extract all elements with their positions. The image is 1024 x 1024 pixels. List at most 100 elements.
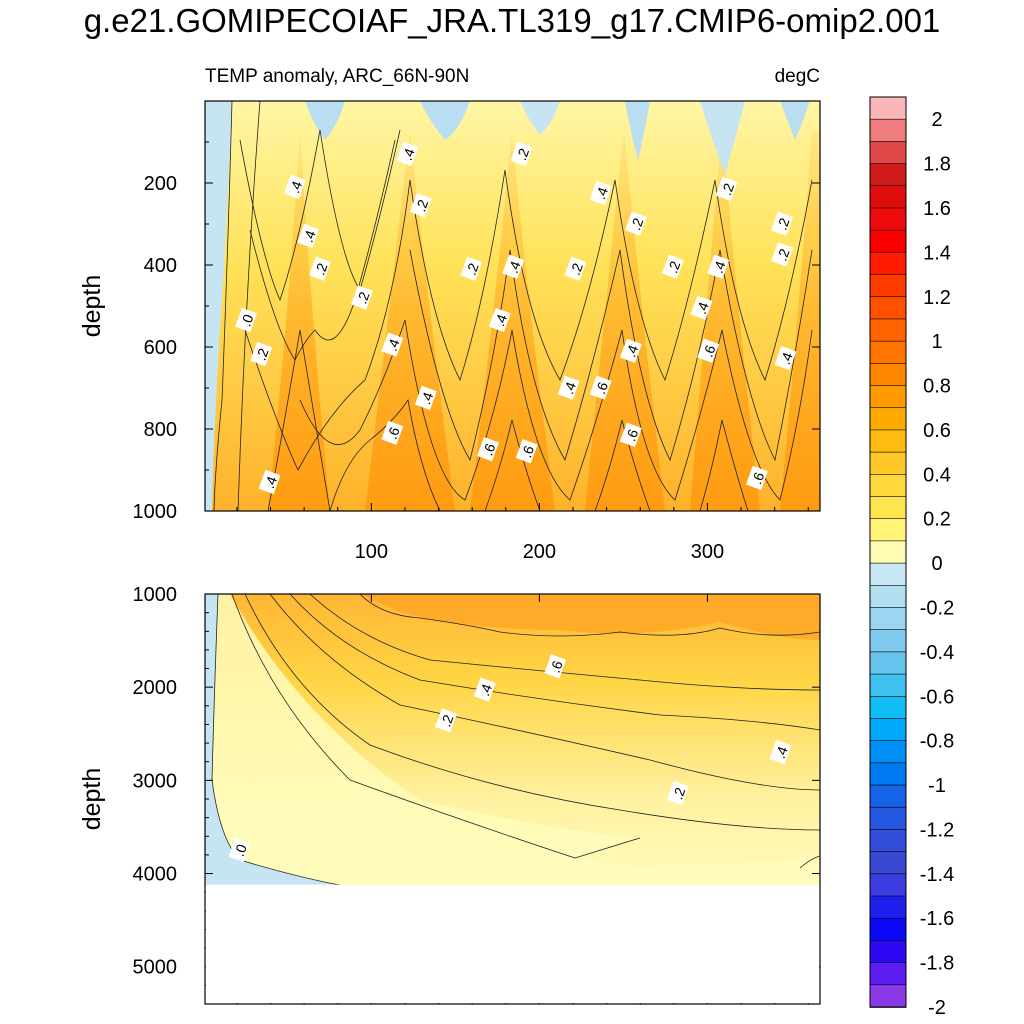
upper-y-tick-label: 1000 <box>133 501 178 523</box>
colorbar-swatch <box>869 584 907 609</box>
colorbar-label: 0.8 <box>923 376 951 398</box>
upper-contour-label-text: .0 <box>237 312 256 329</box>
upper-contour-label-bg <box>589 375 612 400</box>
upper-y-tick-label: 200 <box>144 173 177 195</box>
upper-contour-label: .6 <box>697 338 720 363</box>
colorbar-swatch <box>869 607 907 631</box>
upper-contour-label-text: .2 <box>353 289 372 306</box>
colorbar-label: 0.4 <box>923 464 951 486</box>
upper-contour-label-text: .4 <box>286 179 305 196</box>
colorbar-label: -0.4 <box>920 642 954 664</box>
upper-contour-label-text: .4 <box>505 259 524 276</box>
colorbar-swatch <box>869 518 907 542</box>
colorbar-swatch <box>869 806 907 831</box>
upper-contour-label-bg <box>707 254 730 279</box>
colorbar-swatch <box>869 873 907 897</box>
upper-contour-label-bg <box>771 211 794 236</box>
upper-contour-label: .4 <box>488 307 511 333</box>
upper-warm-band <box>470 130 555 511</box>
colorbar-swatch <box>869 673 907 698</box>
upper-contour-label: .4 <box>619 338 642 363</box>
upper-contour-label-text: .4 <box>491 312 510 329</box>
upper-contour-label-text: .2 <box>718 181 737 198</box>
lower-no-data-region <box>206 884 819 1003</box>
lower-contour-label-text: .2 <box>669 785 688 802</box>
upper-contour-label-text: .2 <box>463 261 482 278</box>
upper-warm-band <box>585 130 665 511</box>
upper-contour-label: .4 <box>557 375 580 400</box>
colorbar-swatch <box>869 851 907 875</box>
colorbar-label: -0.6 <box>920 686 954 708</box>
upper-contour-label-text: .2 <box>311 261 330 278</box>
upper-contour-label: .2 <box>250 341 273 367</box>
colorbar-swatch <box>869 207 907 231</box>
colorbar-swatch <box>869 962 907 986</box>
colorbar-swatch <box>869 185 907 209</box>
upper-contour-label: .4 <box>589 180 612 206</box>
colorbar-swatch <box>869 118 907 143</box>
lower-contour-label: .4 <box>473 677 496 702</box>
colorbar-swatch <box>869 318 907 342</box>
colorbar-swatch <box>869 363 907 387</box>
upper-contour-label-text: .6 <box>592 380 611 397</box>
upper-contour-label: .4 <box>707 254 730 279</box>
lower-y-axis-label: depth <box>78 768 106 831</box>
upper-contour-label-text: .2 <box>253 346 272 363</box>
upper-contour-label-bg <box>235 307 258 333</box>
upper-contour-label: .4 <box>502 254 525 279</box>
upper-cold-edge <box>205 101 232 511</box>
colorbar-label: 1.4 <box>923 242 951 264</box>
upper-contour-label-bg <box>690 295 713 320</box>
colorbar-swatch <box>869 340 907 365</box>
upper-contour-label-bg <box>589 180 612 206</box>
upper-contour-label-bg <box>258 469 281 495</box>
upper-contour-label-text: .4 <box>622 343 641 360</box>
upper-contour-label: .6 <box>619 422 642 447</box>
lower-contour-label: .6 <box>544 654 567 679</box>
colorbar-label: 0.2 <box>923 509 951 531</box>
upper-cold-patch <box>780 101 810 140</box>
colorbar-swatch <box>869 474 907 498</box>
lower-contour-label-bg <box>473 677 496 702</box>
colorbar-swatch <box>869 740 907 764</box>
upper-contour-label-bg <box>515 439 538 464</box>
upper-warm-band <box>365 130 455 511</box>
upper-contour-label: .4 <box>396 141 419 167</box>
colorbar-label: -1.8 <box>920 953 954 975</box>
upper-contour-labels: .4 .4 .2 .4 .2 .4 .2 .2 .2 .2 .2 .4 .2 .2 .4 .2 .2 .4 .4 .0… <box>235 141 797 495</box>
upper-contour-label-bg <box>381 420 404 445</box>
colorbar-swatch <box>869 695 907 720</box>
upper-contour-label-text: .2 <box>774 216 793 233</box>
lower-contour-labels: .6 .4 .2 .4 .2 .0 <box>228 654 792 863</box>
upper-contour-label-bg <box>624 211 647 236</box>
colorbar-label: -0.8 <box>920 731 954 753</box>
colorbar-swatch <box>869 296 907 320</box>
lower-contour-label-bg <box>769 739 792 765</box>
colorbar-swatch <box>869 540 907 564</box>
upper-contour-label-text: .2 <box>664 259 683 276</box>
colorbar-swatch <box>869 163 907 187</box>
lower-contour-label-text: .6 <box>547 658 566 675</box>
upper-contour-label-text: .2 <box>567 261 586 278</box>
colorbar-label: 1 <box>931 331 942 353</box>
colorbar-label: -0.2 <box>920 597 954 619</box>
colorbar-label: -1.4 <box>920 864 954 886</box>
upper-contour-label-text: .6 <box>479 441 498 458</box>
upper-contour-label-text: .6 <box>700 343 719 360</box>
upper-contour-label-bg <box>661 254 684 279</box>
upper-contour-label: .6 <box>745 465 768 490</box>
upper-plot-area: .4 .4 .2 .4 .2 .4 .2 .2 .2 .2 .2 .4 .2 .2 .4 .2 .2 .4 .4 .0… <box>205 101 820 511</box>
upper-contour-label-bg <box>557 375 580 400</box>
upper-contour-label: .2 <box>715 176 738 201</box>
upper-contour-label-bg <box>697 338 720 363</box>
upper-contour-label: .2 <box>624 211 647 236</box>
upper-contour-label-text: .2 <box>513 146 532 163</box>
colorbar-label: -2 <box>928 997 946 1019</box>
upper-contour-label-text: .4 <box>592 185 611 202</box>
upper-contour-label-bg <box>619 422 642 447</box>
lower-warm-top <box>360 594 820 640</box>
colorbar-swatch <box>869 784 907 809</box>
upper-x-tick-label: 300 <box>691 541 724 563</box>
upper-subtitle-right: degC <box>775 66 820 87</box>
colorbar-swatch <box>869 940 907 964</box>
